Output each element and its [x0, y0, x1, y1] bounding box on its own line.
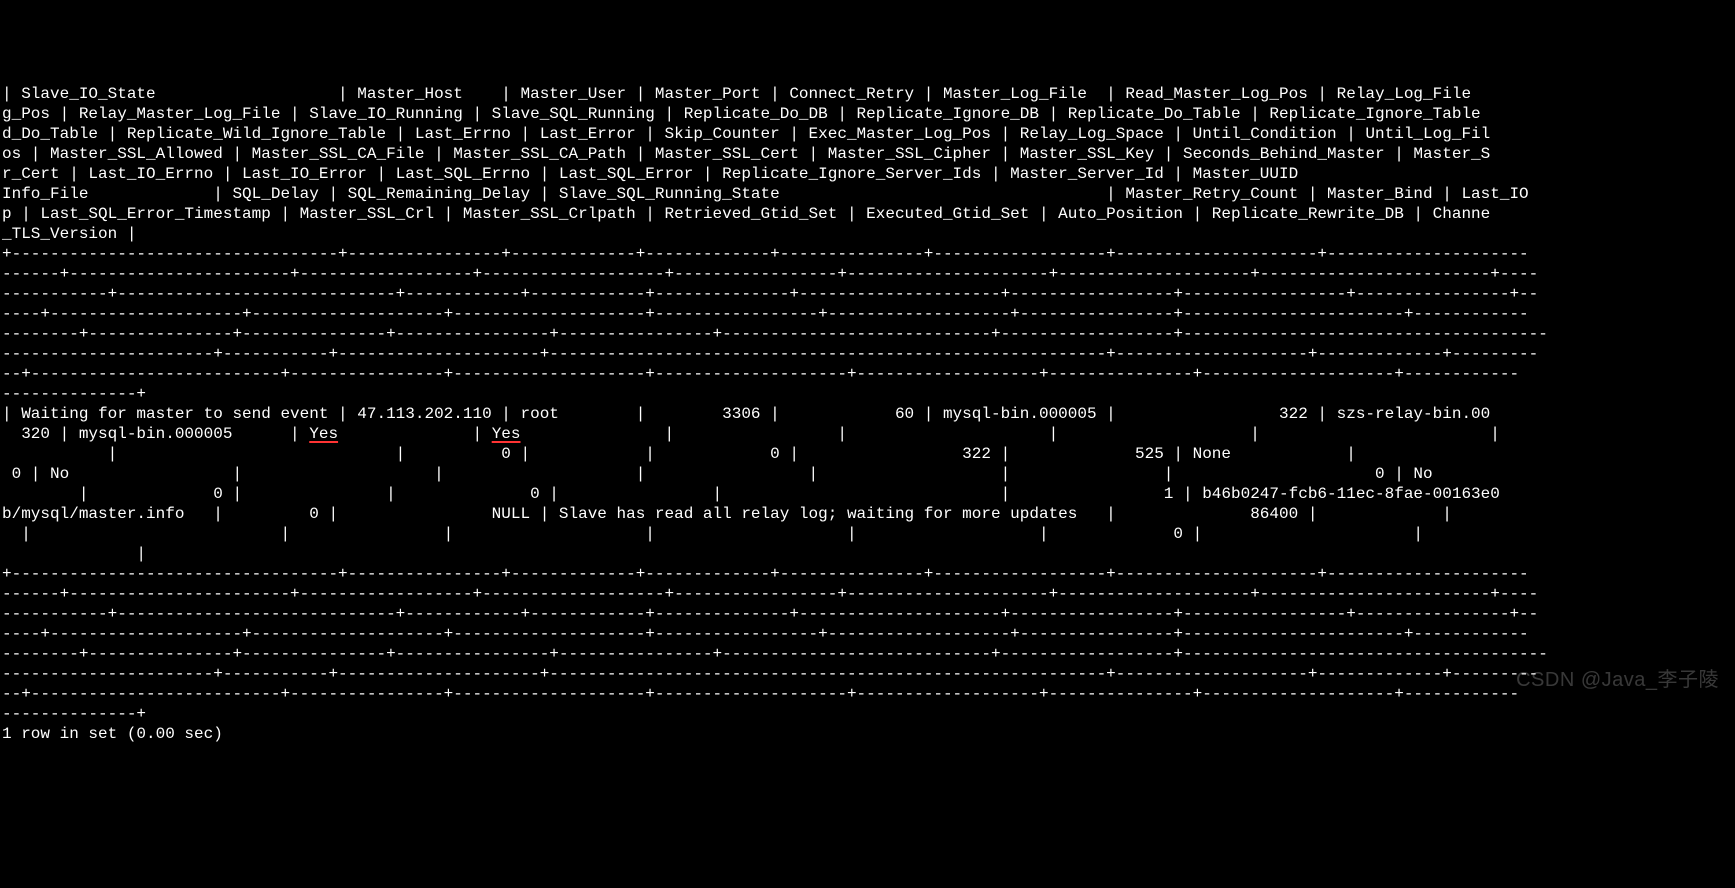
header-row-4: os | Master_SSL_Allowed | Master_SSL_CA_…: [2, 145, 1490, 163]
header-row-3: d_Do_Table | Replicate_Wild_Ignore_Table…: [2, 125, 1490, 143]
terminal-output: | Slave_IO_State | Master_Host | Master_…: [0, 80, 1735, 748]
data-row-2c: | | | | |: [521, 425, 1500, 443]
separator-line: ------+-----------------------+---------…: [2, 585, 1538, 603]
data-row-5: | 0 | | 0 | | | 1 | b46b0247-fcb6-11ec-8…: [2, 485, 1500, 503]
data-row-3: | | 0 | | 0 | 322 | 525 | None |: [2, 445, 1356, 463]
separator-line: ----------------------+-----------+-----…: [2, 665, 1538, 683]
slave-io-running-value: Yes: [309, 425, 338, 443]
separator-line: ----+--------------------+--------------…: [2, 305, 1529, 323]
separator-line: ----------------------+-----------+-----…: [2, 345, 1538, 363]
data-row-7: | | | | | | 0 | |: [2, 525, 1423, 543]
separator-line: -----------+----------------------------…: [2, 285, 1538, 303]
csdn-watermark: CSDN @Java_李子陵: [1516, 668, 1719, 693]
separator-line: ------+-----------------------+---------…: [2, 265, 1538, 283]
header-row-7: p | Last_SQL_Error_Timestamp | Master_SS…: [2, 205, 1490, 223]
header-row-1: | Slave_IO_State | Master_Host | Master_…: [2, 85, 1471, 103]
header-row-6: Info_File | SQL_Delay | SQL_Remaining_De…: [2, 185, 1529, 203]
separator-line: --------+---------------+---------------…: [2, 325, 1548, 343]
separator-line: --+--------------------------+----------…: [2, 365, 1519, 383]
header-row-2: g_Pos | Relay_Master_Log_File | Slave_IO…: [2, 105, 1481, 123]
separator-line: ----+--------------------+--------------…: [2, 625, 1529, 643]
separator-line: --------------+: [2, 705, 146, 723]
data-row-8: |: [2, 545, 146, 563]
separator-line: --------+---------------+---------------…: [2, 645, 1548, 663]
data-row-6: b/mysql/master.info | 0 | NULL | Slave h…: [2, 505, 1452, 523]
data-row-2b: |: [338, 425, 492, 443]
result-footer: 1 row in set (0.00 sec): [2, 725, 223, 743]
separator-line: +----------------------------------+----…: [2, 565, 1529, 583]
slave-sql-running-value: Yes: [492, 425, 521, 443]
header-row-8: _TLS_Version |: [2, 225, 136, 243]
data-row-2a: 320 | mysql-bin.000005 |: [2, 425, 309, 443]
separator-line: -----------+----------------------------…: [2, 605, 1538, 623]
data-row-1: | Waiting for master to send event | 47.…: [2, 405, 1490, 423]
data-row-4: 0 | No | | | | | | 0 | No: [2, 465, 1433, 483]
separator-line: --+--------------------------+----------…: [2, 685, 1519, 703]
separator-line: --------------+: [2, 385, 146, 403]
separator-line: +----------------------------------+----…: [2, 245, 1529, 263]
header-row-5: r_Cert | Last_IO_Errno | Last_IO_Error |…: [2, 165, 1298, 183]
